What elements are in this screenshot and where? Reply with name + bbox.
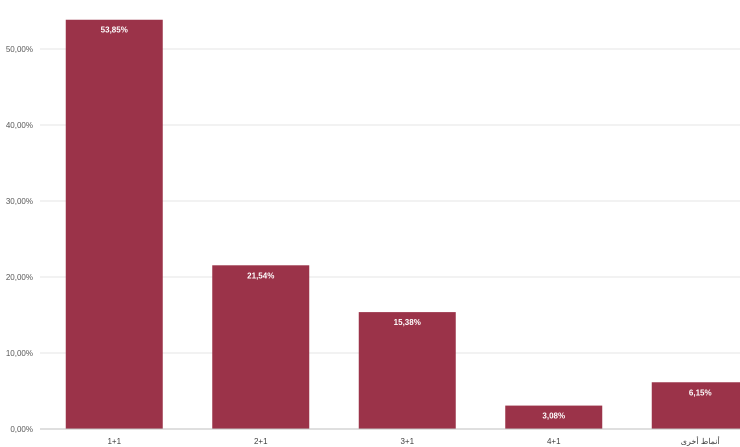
- y-tick-label: 40,00%: [6, 121, 33, 130]
- x-axis-categories: 1+1 2+1 3+1 4+1 أنماط أخرى: [107, 435, 719, 446]
- bar: [65, 19, 163, 430]
- data-label: 6,15%: [689, 388, 712, 397]
- y-axis-ticks: 0,00% 10,00% 20,00% 30,00% 40,00% 50,00%: [6, 45, 33, 434]
- data-label: 53,85%: [101, 26, 128, 35]
- bar: [358, 312, 456, 429]
- data-label: 15,38%: [394, 318, 421, 327]
- data-labels: 53,85% 21,54% 15,38% 3,08% 6,15%: [101, 26, 712, 421]
- y-tick-label: 30,00%: [6, 197, 33, 206]
- y-tick-label: 50,00%: [6, 45, 33, 54]
- y-tick-label: 0,00%: [10, 425, 33, 434]
- data-label: 21,54%: [247, 271, 274, 280]
- bar: [651, 382, 740, 429]
- category-label: أنماط أخرى: [681, 435, 720, 446]
- y-tick-label: 20,00%: [6, 273, 33, 282]
- bar: [505, 405, 603, 429]
- y-tick-label: 10,00%: [6, 349, 33, 358]
- data-label: 3,08%: [542, 412, 565, 421]
- bars: [65, 19, 740, 430]
- category-label: 4+1: [547, 437, 561, 446]
- category-label: 3+1: [400, 437, 414, 446]
- category-label: 2+1: [254, 437, 268, 446]
- bar: [212, 265, 310, 429]
- category-label: 1+1: [107, 437, 121, 446]
